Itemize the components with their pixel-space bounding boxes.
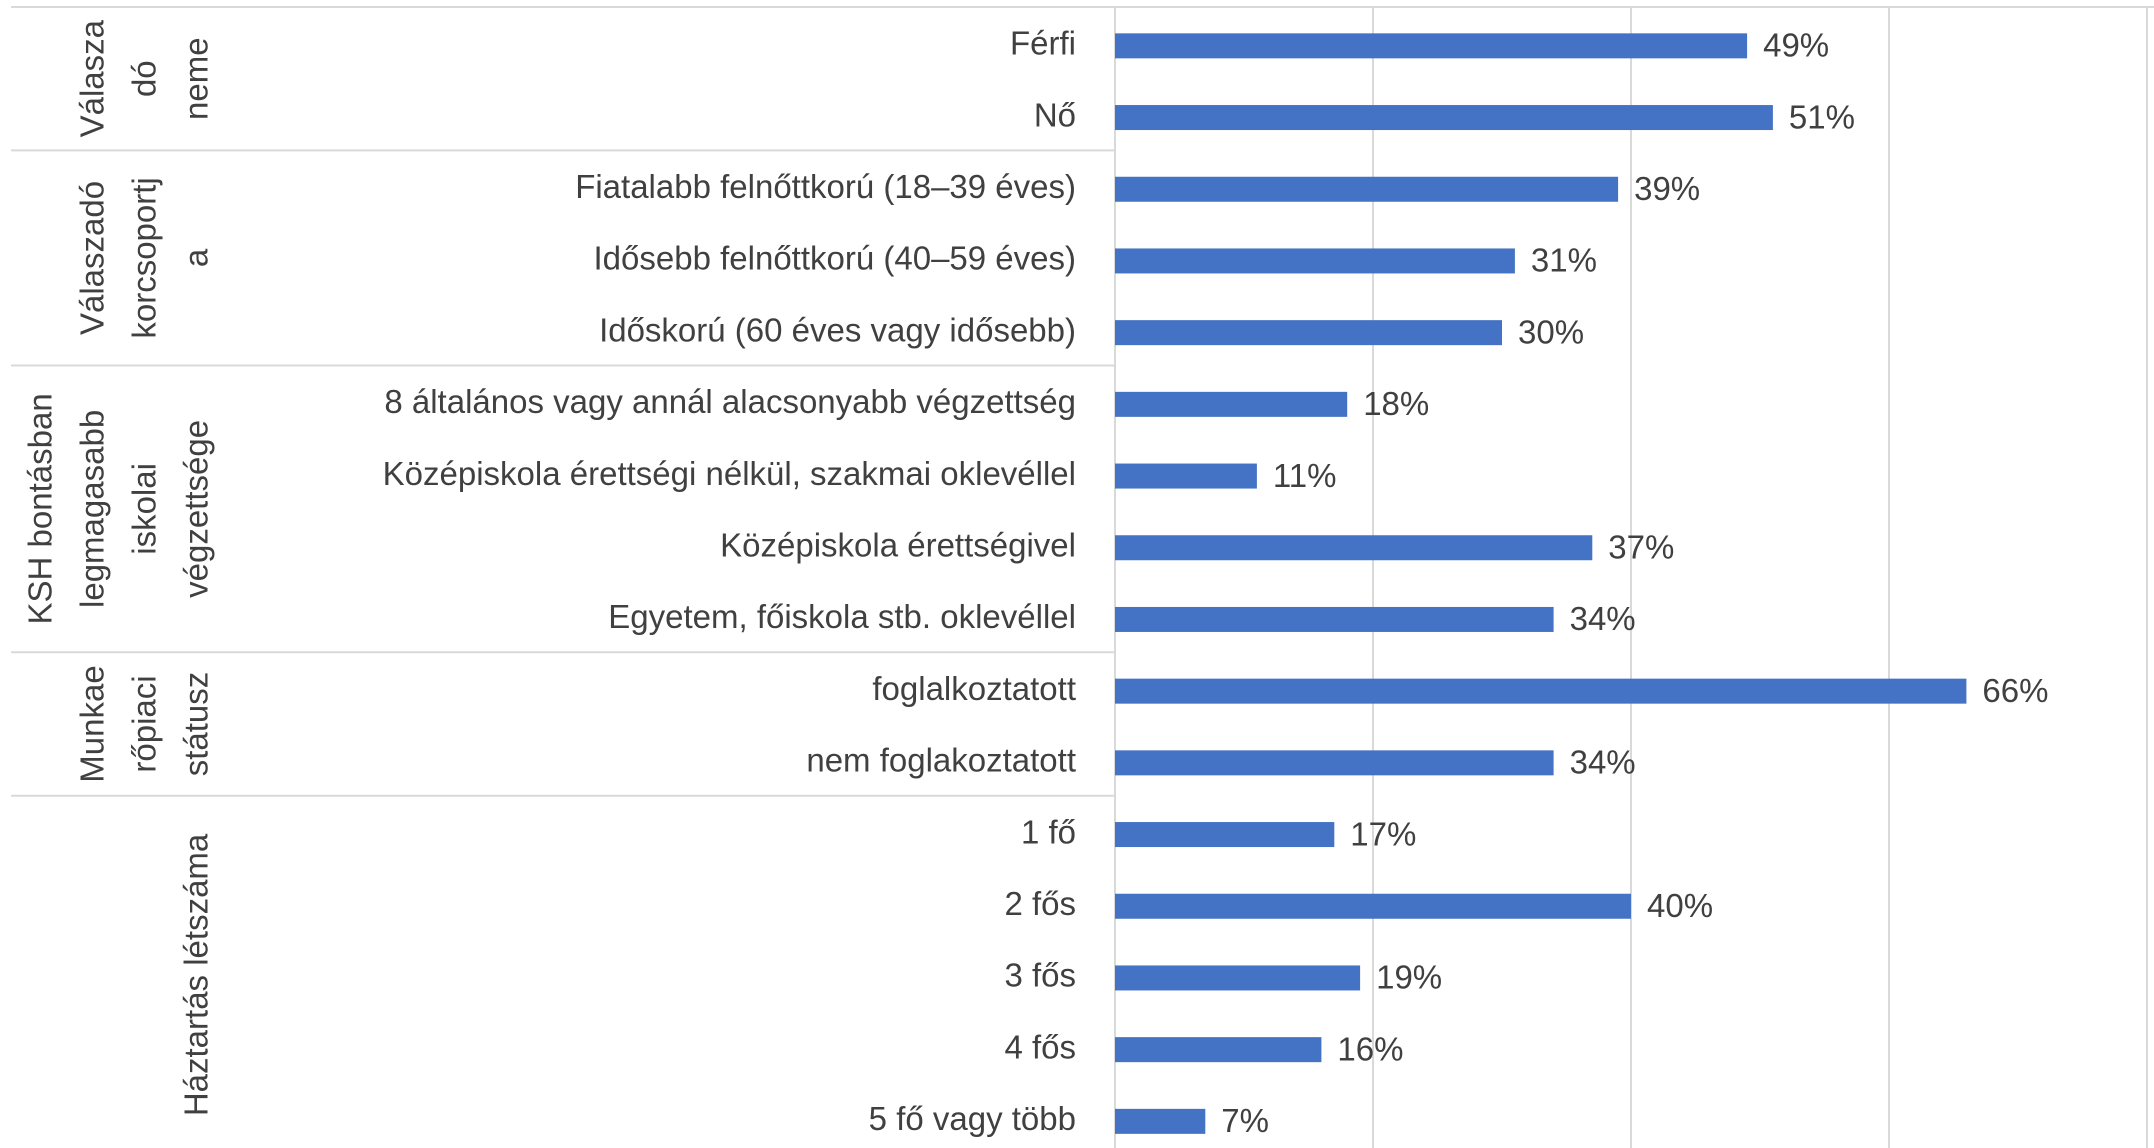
value-label: 40%	[1647, 887, 1713, 924]
group-label: a	[178, 248, 215, 267]
bar	[1115, 606, 1554, 632]
group-label: Munkae	[74, 665, 111, 782]
bar	[1115, 463, 1257, 489]
category-label: Fiatalabb felnőttkorú (18–39 éves)	[575, 168, 1076, 205]
value-label: 11%	[1273, 457, 1337, 494]
bar	[1115, 535, 1593, 561]
category-label: nem foglakoztatott	[806, 742, 1076, 779]
category-label: 8 általános vagy annál alacsonyabb végze…	[384, 383, 1076, 420]
value-label: 34%	[1570, 600, 1636, 637]
bar	[1115, 750, 1554, 776]
bar	[1115, 320, 1502, 346]
group-label: KSH bontásban	[22, 393, 59, 624]
category-label: Időskorú (60 éves vagy idősebb)	[599, 311, 1076, 348]
value-label: 7%	[1221, 1102, 1269, 1139]
bar	[1115, 391, 1348, 417]
bar	[1115, 176, 1619, 202]
category-label: 5 fő vagy több	[869, 1100, 1076, 1137]
category-label: 1 fő	[1021, 813, 1076, 850]
group-label: korcsoportj	[126, 177, 163, 338]
value-label: 34%	[1570, 744, 1636, 781]
bar	[1115, 822, 1335, 848]
group-label: Háztartás létszáma	[178, 833, 215, 1116]
category-label: Idősebb felnőttkorú (40–59 éves)	[594, 240, 1076, 277]
bar	[1115, 678, 1967, 704]
value-label: 19%	[1376, 959, 1442, 996]
value-label: 49%	[1763, 27, 1829, 64]
category-label: foglalkoztatott	[872, 670, 1076, 707]
group-label: iskolai	[126, 463, 163, 555]
group-label: legmagasabb	[74, 410, 111, 608]
bar	[1115, 1037, 1322, 1063]
value-label: 39%	[1634, 170, 1700, 207]
group-label: státusz	[178, 672, 215, 777]
bar	[1115, 248, 1515, 274]
category-label: Férfi	[1010, 25, 1076, 62]
bar	[1115, 105, 1773, 131]
group-label: Válasza	[74, 19, 111, 137]
bar	[1115, 1108, 1206, 1134]
bar	[1115, 965, 1361, 991]
category-label: Egyetem, főiskola stb. oklevéllel	[608, 598, 1076, 635]
value-label: 17%	[1350, 815, 1416, 852]
bar	[1115, 893, 1631, 919]
value-label: 30%	[1518, 313, 1584, 350]
value-label: 18%	[1363, 385, 1429, 422]
group-label: neme	[178, 37, 215, 120]
value-label: 51%	[1789, 98, 1855, 135]
category-label: Nő	[1034, 96, 1076, 133]
group-label: rőpiaci	[126, 675, 163, 772]
category-label: 4 fős	[1004, 1028, 1076, 1065]
category-label: 2 fős	[1004, 885, 1076, 922]
category-label: 3 fős	[1004, 957, 1076, 994]
group-label: végzettsége	[178, 420, 215, 598]
value-label: 66%	[1982, 672, 2048, 709]
category-label: Középiskola érettségi nélkül, szakmai ok…	[383, 455, 1076, 492]
category-label: Középiskola érettségivel	[720, 526, 1076, 563]
group-label: Válaszadó	[74, 181, 111, 335]
value-label: 37%	[1608, 528, 1674, 565]
value-label: 16%	[1337, 1030, 1403, 1067]
value-label: 31%	[1531, 242, 1597, 279]
bar	[1115, 33, 1748, 59]
group-label: dó	[126, 60, 163, 97]
